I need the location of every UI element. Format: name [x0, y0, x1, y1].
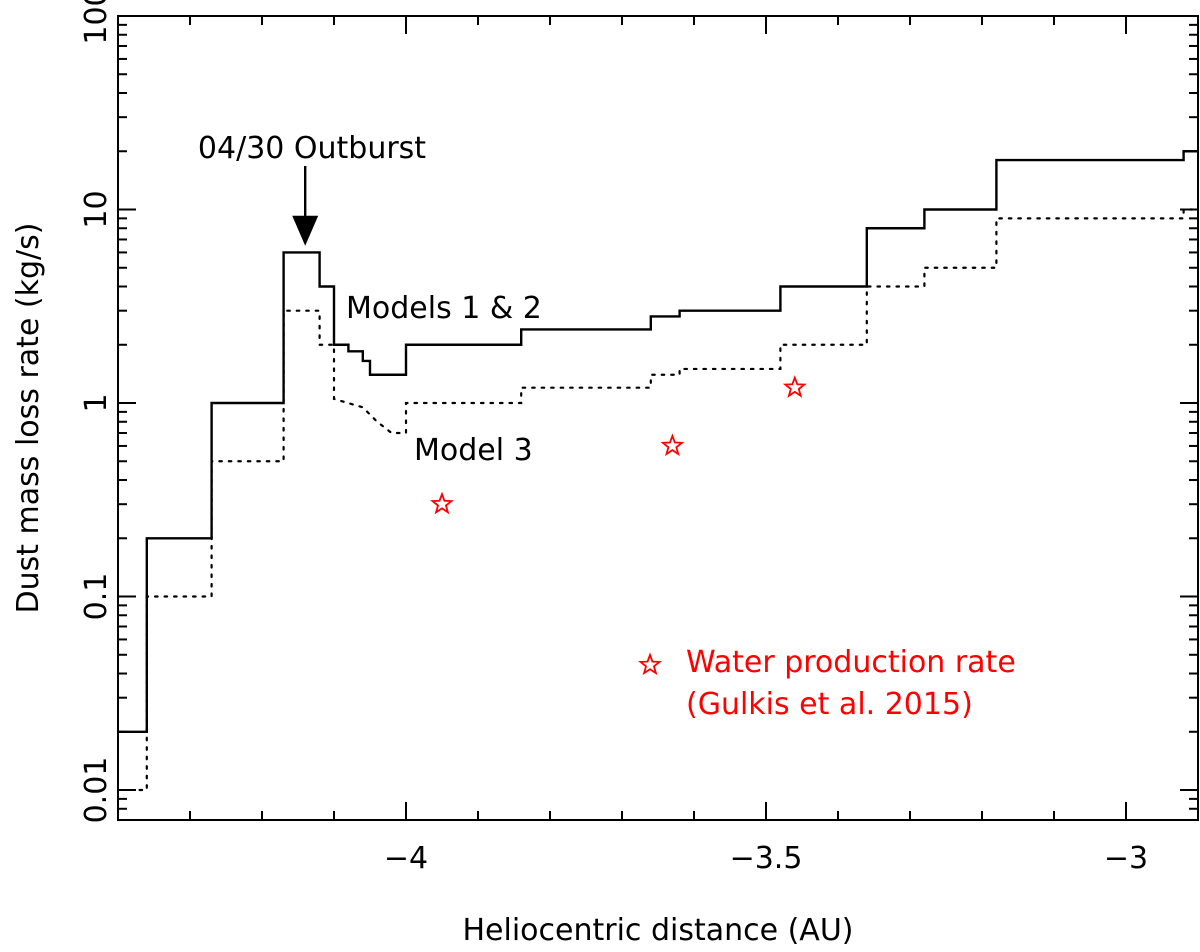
- y-axis-label: Dust mass loss rate (kg/s): [11, 223, 46, 614]
- series-line-1: [138, 208, 1200, 792]
- annotations: 04/30 Outburst Models 1 & 2 Model 3 Water p…: [198, 131, 1016, 722]
- tick-labels: 0.01 0.1 1 10 100 −4 −3.5 −3: [79, 0, 1148, 876]
- model3-label: Model 3: [414, 433, 533, 468]
- outburst-label: 04/30 Outburst: [198, 131, 426, 166]
- y-tick-label: 0.1: [79, 573, 114, 621]
- legend-star-icon: [638, 652, 662, 676]
- series-line-0: [118, 150, 1198, 733]
- water-star-marker: [782, 375, 807, 398]
- water-star-marker: [660, 433, 685, 457]
- legend-line1: Water production rate: [686, 645, 1016, 680]
- x-tick-label: −4: [384, 841, 428, 876]
- y-tick-label: 0.01: [79, 757, 114, 824]
- outburst-arrowhead: [292, 215, 319, 246]
- y-tick-label: 100: [79, 0, 114, 45]
- series-layer: [118, 150, 1200, 792]
- y-tick-label: 1: [79, 393, 114, 412]
- x-axis-label: Heliocentric distance (AU): [462, 913, 853, 948]
- legend-line2: (Gulkis et al. 2015): [686, 687, 973, 722]
- models12-label: Models 1 & 2: [346, 291, 542, 326]
- y-tick-label: 10: [79, 190, 114, 228]
- x-tick-label: −3.5: [730, 841, 803, 876]
- x-tick-label: −3: [1104, 841, 1148, 876]
- axis-ticks: [117, 15, 1199, 821]
- plot-frame: [117, 15, 1199, 821]
- water-star-marker: [430, 491, 454, 515]
